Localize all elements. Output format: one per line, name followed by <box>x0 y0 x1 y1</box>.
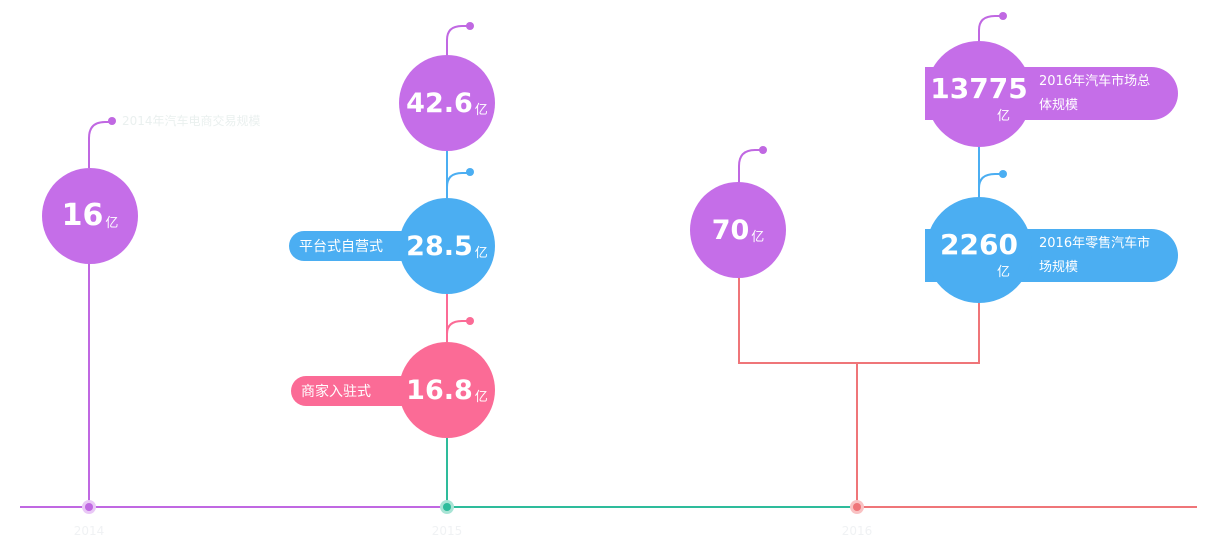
label-2015-self: 平台式自营式 <box>299 239 383 255</box>
label-2016-total-line1: 2016年汽车市场总 <box>1039 73 1151 89</box>
unit-2016-small: 亿 <box>751 229 765 245</box>
hook-2015-total <box>446 25 470 56</box>
value-2015-merchant: 16.8 <box>406 374 473 406</box>
hook-2015-merchant <box>446 320 470 342</box>
circle-2015-merchant: 16.8 亿 <box>399 342 495 438</box>
hook-2015-self <box>446 172 470 198</box>
label-2016-retail-line1: 2016年零售汽车市 <box>1039 235 1151 251</box>
value-2016-small: 70 <box>711 214 750 246</box>
hook-2016-retail <box>978 173 1003 198</box>
circle-2015-self: 28.5 亿 <box>399 198 495 294</box>
label-2016-total-line2: 体规模 <box>1039 97 1079 113</box>
value-2016-retail: 2260 <box>940 227 1018 261</box>
connector-2016-bracket <box>738 275 980 364</box>
value-2015-total: 42.6 <box>406 87 473 119</box>
value-2016-total: 13775 <box>930 71 1028 105</box>
label-2015-merchant: 商家入驻式 <box>301 384 371 400</box>
year-label-2014: 2014 <box>73 524 105 538</box>
circle-2015-total: 42.6 亿 <box>399 55 495 151</box>
note-2014: 2014年汽车电商交易规模 <box>122 114 261 128</box>
unit-2015-self: 亿 <box>474 245 488 261</box>
label-2016-retail-line2: 场规模 <box>1039 259 1079 275</box>
unit-2016-total: 亿 <box>996 108 1010 124</box>
hook-2016-total <box>978 15 1003 41</box>
circle-2016-total: 13775 亿 <box>926 41 1032 147</box>
unit-2014: 亿 <box>105 215 119 231</box>
value-2014: 16 <box>61 198 104 233</box>
circle-2016-small: 70 亿 <box>690 182 786 278</box>
unit-2015-total: 亿 <box>474 102 488 118</box>
hook-2016-small <box>738 149 763 184</box>
unit-2015-merchant: 亿 <box>474 389 488 405</box>
value-2015-self: 28.5 <box>406 230 473 262</box>
hook-2014 <box>88 121 112 168</box>
year-label-2016: 2016 <box>841 524 873 538</box>
year-label-2015: 2015 <box>431 524 463 538</box>
circle-2014: 16 亿 <box>42 168 138 264</box>
circle-2016-retail: 2260 亿 <box>926 197 1032 303</box>
unit-2016-retail: 亿 <box>996 264 1010 280</box>
